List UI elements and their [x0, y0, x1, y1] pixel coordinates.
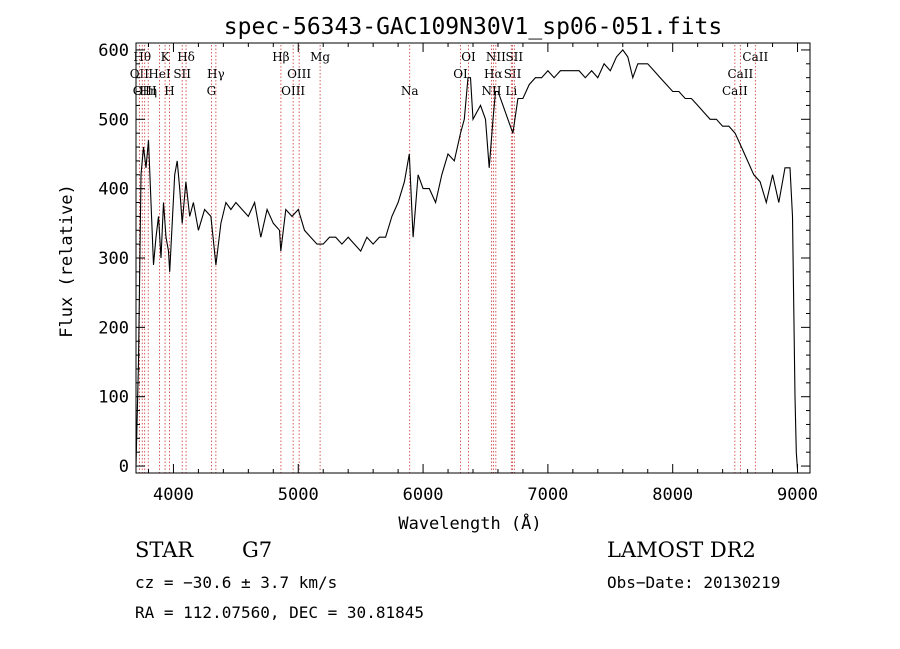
x-tick-label: 7000 [527, 485, 568, 505]
chart-title: spec-56343-GAC109N30V1_sp06-051.fits [224, 14, 723, 40]
x-tick-label: 8000 [652, 485, 693, 505]
y-tick-label: 400 [98, 180, 129, 200]
line-marker-label: Hθ [133, 50, 151, 64]
line-marker-label: CaII [722, 84, 748, 98]
line-marker-label: CaII [742, 50, 768, 64]
x-axis-label: Wavelength (Å) [398, 512, 541, 534]
line-marker-label: Hγ [207, 67, 225, 81]
coordinates: RA = 112.07560, DEC = 30.81845 [135, 603, 424, 622]
line-marker-label: OIII [133, 84, 157, 98]
object-subclass: G7 [242, 538, 273, 562]
spectrum-line [135, 49, 799, 470]
y-tick-label: 600 [98, 41, 129, 61]
x-tick-label: 6000 [403, 485, 444, 505]
line-marker-label: Hα [484, 67, 503, 81]
axes: 4000 5000 6000 7000 8000 9000 0 100 200 300 400 500… [98, 41, 818, 505]
survey-name: LAMOST DR2 [607, 538, 756, 562]
y-tick-label: 300 [98, 249, 129, 269]
line-marker-label: SII [504, 67, 522, 81]
line-marker-label: NII [486, 50, 506, 64]
plot-frame [135, 42, 811, 474]
line-marker-label: Hδ [177, 50, 195, 64]
y-tick-label: 0 [119, 457, 129, 477]
line-marker-label: CaII [727, 67, 753, 81]
line-marker-label: K [161, 50, 171, 64]
line-marker-label: Mg [310, 50, 330, 64]
line-marker-label: SII [173, 67, 191, 81]
redshift-value: cz = −30.6 ± 3.7 km/s [135, 573, 338, 592]
y-tick-label: 200 [98, 318, 129, 338]
line-marker-label: Na [401, 84, 419, 98]
line-marker-label: H [164, 84, 174, 98]
x-tick-label: 5000 [278, 485, 319, 505]
y-tick-label: 500 [98, 110, 129, 130]
x-tick-label: 9000 [777, 485, 818, 505]
line-marker-label: G [207, 84, 217, 98]
x-tick-label: 4000 [153, 485, 194, 505]
line-marker-label: OIII [287, 67, 311, 81]
line-marker-label: Hβ [272, 50, 289, 64]
line-marker-label: OI [461, 50, 476, 64]
line-marker-label: SII [505, 50, 523, 64]
observation-date: Obs−Date: 20130219 [607, 573, 781, 592]
y-axis-label: Flux (relative) [57, 184, 77, 338]
line-marker-label: OII [130, 67, 150, 81]
object-class: STAR [135, 538, 194, 562]
line-marker-label: HeI [148, 67, 171, 81]
line-marker-label: Hη [139, 84, 157, 98]
y-tick-label: 100 [98, 388, 129, 408]
line-marker-label: OI [453, 67, 468, 81]
line-marker-label: Li [505, 84, 517, 98]
line-marker-label: NII [481, 84, 501, 98]
line-markers: OIIHθOIIIHηHeIKHSIIHδGHγHβOIIIOIIIMgNaOI… [130, 45, 768, 473]
line-marker-label: OIII [281, 84, 305, 98]
